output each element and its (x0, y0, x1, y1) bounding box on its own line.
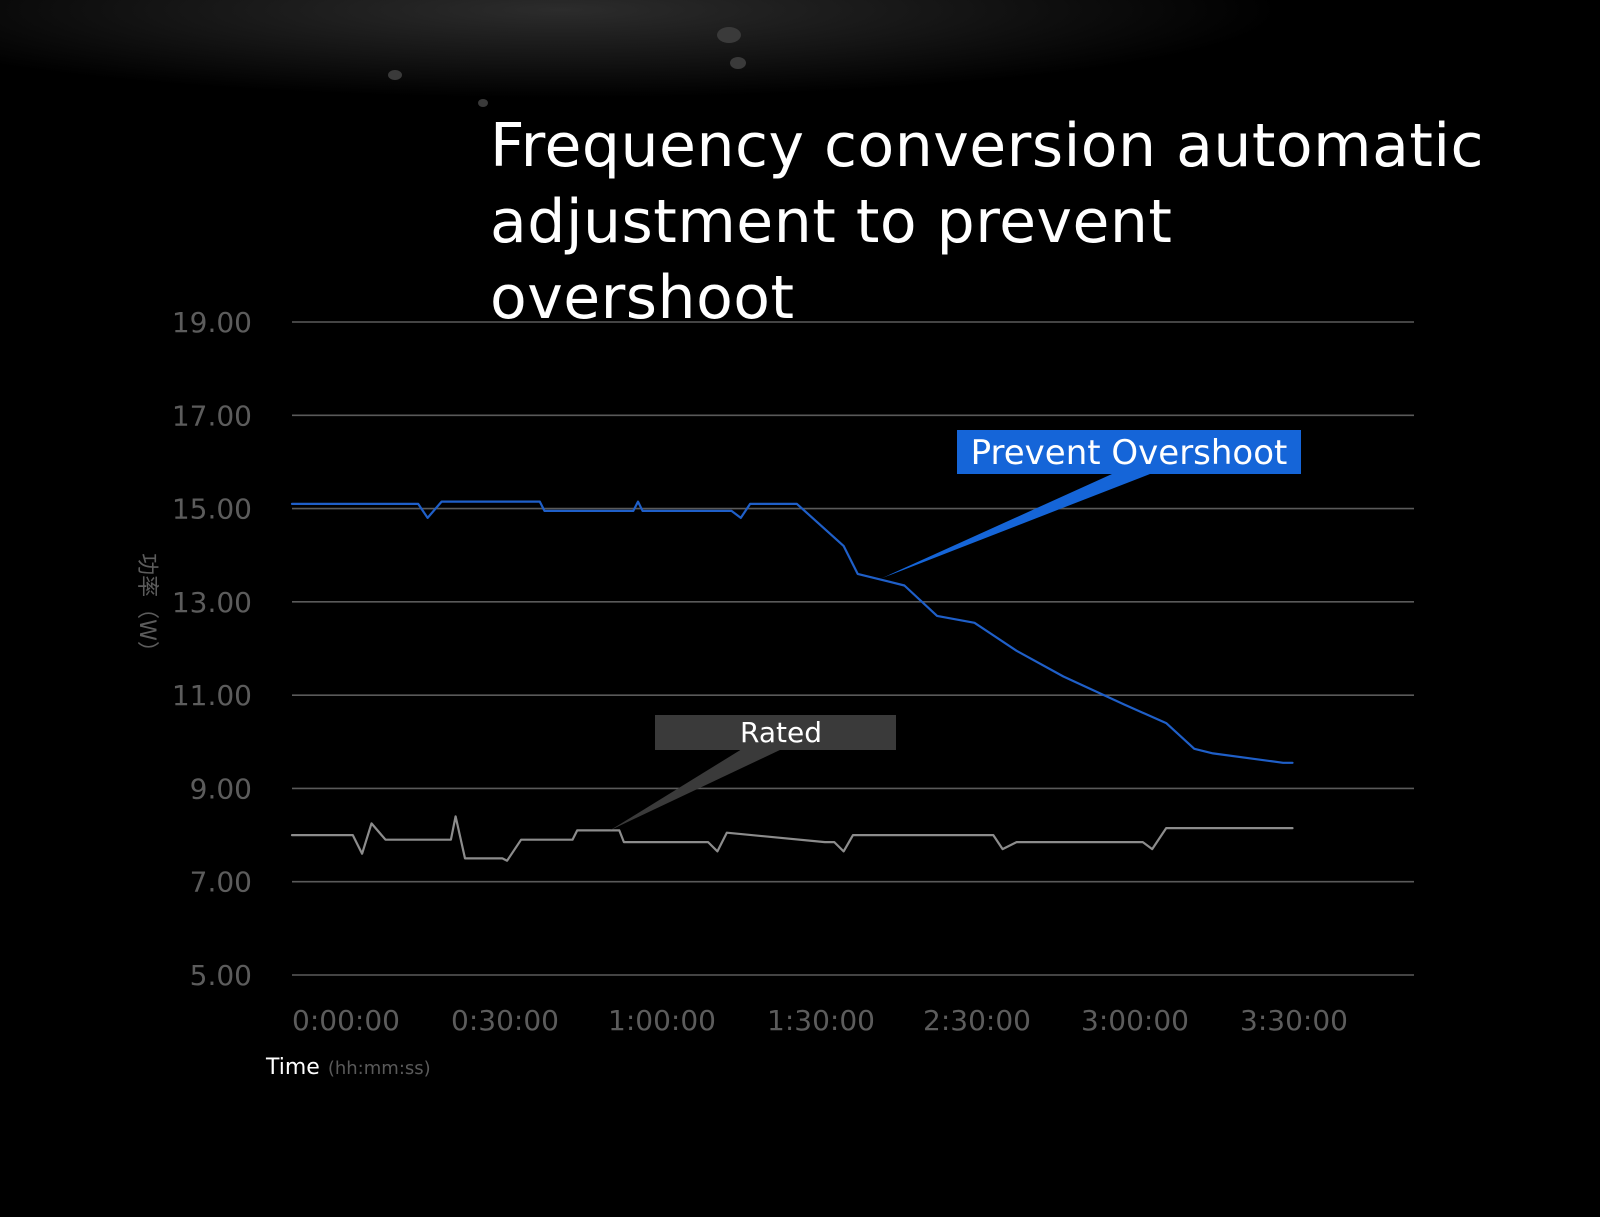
background-glow (0, 0, 1600, 110)
x-axis-ticks: 0:00:00 0:30:00 1:00:00 1:30:00 2:30:00 3:00:… (292, 1004, 1348, 1037)
y-tick-label: 11.00 (172, 679, 252, 712)
rated-callout-box (655, 715, 896, 750)
rated-callout-label: Rated (740, 716, 822, 749)
decorative-dot (478, 99, 488, 107)
x-tick-label: 3:30:00 (1240, 1004, 1348, 1037)
series-lines (290, 500, 1294, 862)
y-axis-title-text: 功率（W） (134, 553, 159, 663)
y-tick-label: 9.00 (190, 772, 252, 805)
overshoot-callout-box (957, 430, 1301, 474)
x-axis-label: Time (266, 1055, 320, 1080)
x-axis-unit: (hh:mm:ss) (327, 1058, 431, 1079)
y-axis-ticks: 19.00 17.00 15.00 13.00 11.00 9.00 7.00 5.00 (172, 306, 252, 992)
series-line (290, 500, 1294, 764)
decorative-dot (717, 27, 741, 43)
y-tick-label: 17.00 (172, 399, 252, 432)
y-tick-label: 19.00 (172, 306, 252, 339)
overshoot-callout-label: Prevent Overshoot (971, 433, 1288, 473)
y-axis-title: 功率（W） (134, 553, 159, 663)
decorative-dot (388, 70, 402, 80)
overshoot-callout-pointer (881, 474, 1150, 579)
y-tick-label: 5.00 (190, 959, 252, 992)
series-line (290, 815, 1294, 862)
x-tick-label: 3:00:00 (1081, 1004, 1189, 1037)
x-tick-label: 1:00:00 (608, 1004, 716, 1037)
decorative-dot (730, 57, 746, 69)
y-tick-label: 7.00 (190, 866, 252, 899)
x-axis-title: Time (hh:mm:ss) (266, 1055, 431, 1080)
y-tick-label: 13.00 (172, 586, 252, 619)
rated-callout-pointer (609, 749, 782, 831)
callouts: Prevent Overshoot Rated (609, 430, 1301, 831)
title-line-1: Frequency conversion automatic (490, 111, 1485, 181)
grid-lines (292, 321, 1414, 976)
x-tick-label: 0:00:00 (292, 1004, 400, 1037)
y-tick-label: 15.00 (172, 493, 252, 526)
x-tick-label: 2:30:00 (923, 1004, 1031, 1037)
x-tick-label: 0:30:00 (451, 1004, 559, 1037)
x-tick-label: 1:30:00 (767, 1004, 875, 1037)
